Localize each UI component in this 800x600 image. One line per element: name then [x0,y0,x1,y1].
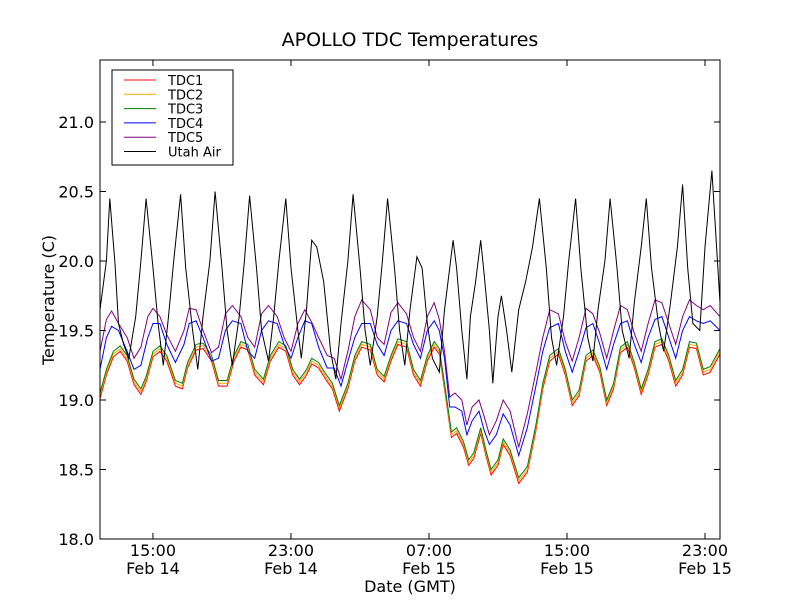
y-tick-label: 18.5 [58,461,94,480]
series-line-tdc2 [100,340,720,482]
y-axis-label: Temperature (C) [39,235,58,366]
legend-label: TDC1 [167,74,203,89]
x-tick-label-time: 07:00 [406,541,452,560]
legend-frame [111,69,234,166]
x-tick-label-time: 15:00 [130,541,176,560]
series-line-tdc3 [100,338,720,479]
x-tick-label-date: Feb 15 [678,559,732,578]
y-tick-label: 21.0 [58,113,94,132]
y-tick-label: 20.5 [58,183,94,202]
x-tick-label-date: Feb 14 [126,559,180,578]
x-axis-label: Date (GMT) [364,577,456,596]
series-line-utah-air [100,170,720,384]
series-line-tdc1 [100,343,720,485]
y-tick-label: 18.0 [58,530,94,549]
series-line-tdc4 [100,315,720,458]
chart-title: APOLLO TDC Temperatures [282,29,539,51]
x-tick-label-date: Feb 14 [264,559,318,578]
y-tick-label: 20.0 [58,252,94,271]
y-tick-label: 19.0 [58,391,94,410]
x-tick-label-time: 23:00 [268,541,314,560]
x-tick-label-time: 15:00 [544,541,590,560]
x-tick-label-date: Feb 15 [540,559,594,578]
plot-frame [99,59,721,540]
y-tick-label: 19.5 [58,322,94,341]
legend-label: Utah Air [168,146,221,161]
legend-label: TDC5 [167,131,203,146]
plot-lines [100,170,720,485]
y-axis: 18.0 18.5 19.0 19.5 20.0 20.5 21.0 [58,113,720,549]
legend-label: TDC2 [167,88,203,103]
x-tick-label-time: 23:00 [682,541,728,560]
legend-label: TDC3 [167,103,203,118]
x-tick-label-date: Feb 15 [402,559,456,578]
legend-label: TDC4 [167,117,203,132]
